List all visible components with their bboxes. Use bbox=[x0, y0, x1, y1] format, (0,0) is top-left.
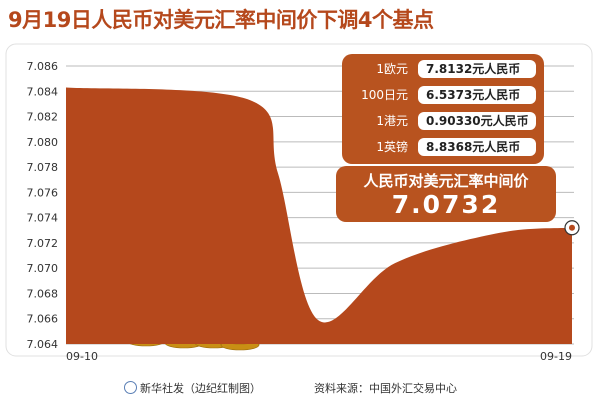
y-tick-label: 7.074 bbox=[27, 212, 59, 225]
x-tick-label: 09-10 bbox=[66, 350, 98, 363]
y-tick-label: 7.070 bbox=[27, 262, 59, 275]
rate-value: 0.90330元人民币 bbox=[418, 112, 536, 130]
footer-source: 资料来源：中国外汇交易中心 bbox=[314, 382, 457, 395]
y-tick-label: 7.064 bbox=[27, 338, 59, 351]
rate-label: 1港元 bbox=[376, 114, 408, 128]
rate-row-jpy: 100日元 6.5373元人民币 bbox=[342, 84, 544, 106]
y-tick-label: 7.084 bbox=[27, 85, 59, 98]
central-parity-label: 人民币对美元汇率中间价 bbox=[363, 172, 529, 190]
y-tick-label: 7.066 bbox=[27, 313, 59, 326]
series bbox=[66, 87, 580, 345]
footer-credit: 新华社发（边纪红制图） bbox=[124, 380, 261, 396]
series-area bbox=[66, 87, 572, 345]
latest-point-dot bbox=[569, 224, 575, 231]
rate-label: 1欧元 bbox=[376, 62, 408, 76]
y-tick-label: 7.068 bbox=[27, 287, 59, 300]
y-tick-label: 7.072 bbox=[27, 237, 59, 250]
y-tick-label: 7.076 bbox=[27, 186, 59, 199]
rate-label: 100日元 bbox=[361, 88, 408, 102]
rate-value: 7.8132元人民币 bbox=[418, 60, 536, 78]
y-tick-label: 7.082 bbox=[27, 111, 59, 124]
rate-label: 1英镑 bbox=[376, 140, 408, 154]
rate-value: 6.5373元人民币 bbox=[418, 86, 536, 104]
xinhua-logo-icon bbox=[124, 381, 137, 394]
y-tick-label: 7.078 bbox=[27, 161, 59, 174]
y-tick-label: 7.086 bbox=[27, 60, 59, 73]
y-axis: 7.086 7.084 7.082 7.080 7.078 7.076 7.074 7.072… bbox=[27, 60, 59, 351]
rate-row-gbp: 1英镑 8.8368元人民币 bbox=[342, 136, 544, 158]
credit-text: 新华社发（边纪红制图） bbox=[140, 382, 261, 395]
page-title: 9月19日人民币对美元汇率中间价下调4个基点 bbox=[8, 8, 434, 32]
y-tick-label: 7.080 bbox=[27, 136, 59, 149]
central-parity-box: 人民币对美元汇率中间价 7.0732 bbox=[336, 166, 556, 222]
rate-row-hkd: 1港元 0.90330元人民币 bbox=[342, 110, 544, 132]
x-tick-label: 09-19 bbox=[540, 350, 572, 363]
exchange-rates-panel: 1欧元 7.8132元人民币 100日元 6.5373元人民币 1港元 0.90… bbox=[342, 54, 544, 164]
central-parity-value: 7.0732 bbox=[391, 190, 501, 219]
rate-value: 8.8368元人民币 bbox=[418, 138, 536, 156]
rate-row-eur: 1欧元 7.8132元人民币 bbox=[342, 58, 544, 80]
x-axis: 09-10 09-19 bbox=[66, 350, 572, 363]
